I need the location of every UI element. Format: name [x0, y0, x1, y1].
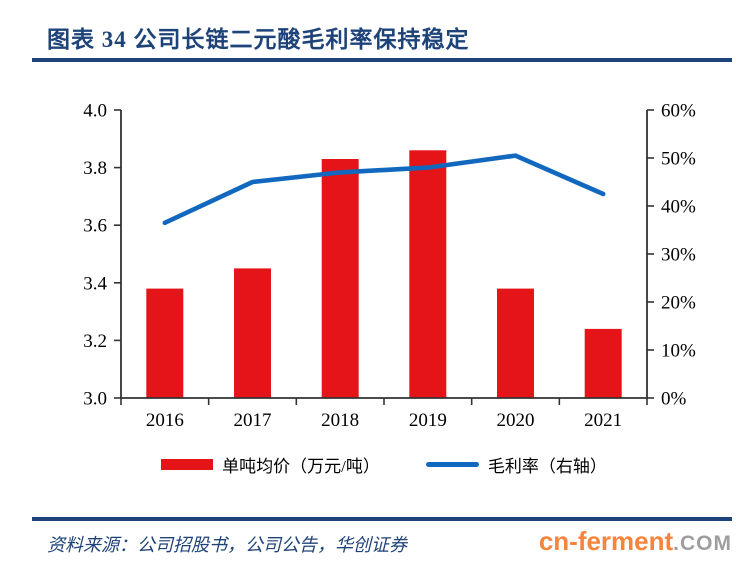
- right-axis-tick-label: 30%: [661, 245, 696, 266]
- x-axis-label-2018: 2018: [321, 410, 359, 431]
- x-axis-label-2017: 2017: [234, 410, 272, 431]
- bar-legend-label: 单吨均价（万元/吨）: [222, 457, 380, 476]
- title-divider: [32, 58, 732, 62]
- gross-margin-line: [162, 153, 606, 226]
- x-axis-label-2019: 2019: [409, 410, 447, 431]
- bar-2018: [321, 159, 359, 398]
- x-axis-label-2016: 2016: [146, 410, 184, 431]
- line-legend-label: 毛利率（右轴）: [487, 457, 607, 476]
- right-axis-tick-label: 10%: [661, 341, 696, 362]
- x-axis-label-2021: 2021: [584, 410, 622, 431]
- right-axis-tick-label: 40%: [661, 197, 696, 218]
- bar-2019: [409, 150, 447, 398]
- left-axis-tick-label: 3.2: [83, 331, 107, 352]
- bar-2016: [146, 288, 184, 398]
- left-axis-tick-label: 3.6: [83, 216, 107, 237]
- left-axis-tick-label: 3.0: [83, 389, 107, 410]
- legend-item-line: 毛利率（右轴）: [425, 452, 607, 477]
- left-axis-tick-label: 3.4: [83, 273, 107, 294]
- chart-svg: 3.0 3.2 3.4 3.6 3.8 4.0 0% 10% 20% 30% 40% 50% 60% 20…: [83, 101, 696, 432]
- watermark-domain-suffix: .COM: [673, 532, 732, 555]
- watermark: cn-ferment.COM: [539, 526, 732, 557]
- left-axis-tick-label: 3.8: [83, 158, 107, 179]
- watermark-brand: cn-ferment: [538, 526, 674, 556]
- line-legend-swatch-icon: [425, 462, 479, 467]
- right-axis-tick-label: 60%: [661, 101, 696, 122]
- chart-area: 3.0 3.2 3.4 3.6 3.8 4.0 0% 10% 20% 30% 40% 50% 60% 20…: [0, 80, 736, 445]
- bar-2020: [497, 288, 534, 398]
- x-axis-label-2020: 2020: [497, 410, 535, 431]
- bar-2021: [584, 328, 622, 398]
- right-axis-tick-label: 0%: [661, 389, 687, 410]
- chart-legend: 单吨均价（万元/吨） 毛利率（右轴）: [121, 452, 647, 477]
- left-axis-tick-label: 4.0: [83, 101, 107, 122]
- bar-2017: [234, 268, 271, 398]
- legend-item-bar: 单吨均价（万元/吨）: [161, 452, 380, 477]
- figure-title: 图表 34 公司长链二元酸毛利率保持稳定: [47, 27, 470, 52]
- right-axis-tick-label: 50%: [661, 149, 696, 170]
- footer-divider: [32, 517, 732, 521]
- source-note: 资料来源：公司招股书，公司公告，华创证券: [47, 535, 407, 555]
- right-axis-tick-label: 20%: [661, 293, 696, 314]
- bar-legend-swatch-icon: [161, 459, 214, 470]
